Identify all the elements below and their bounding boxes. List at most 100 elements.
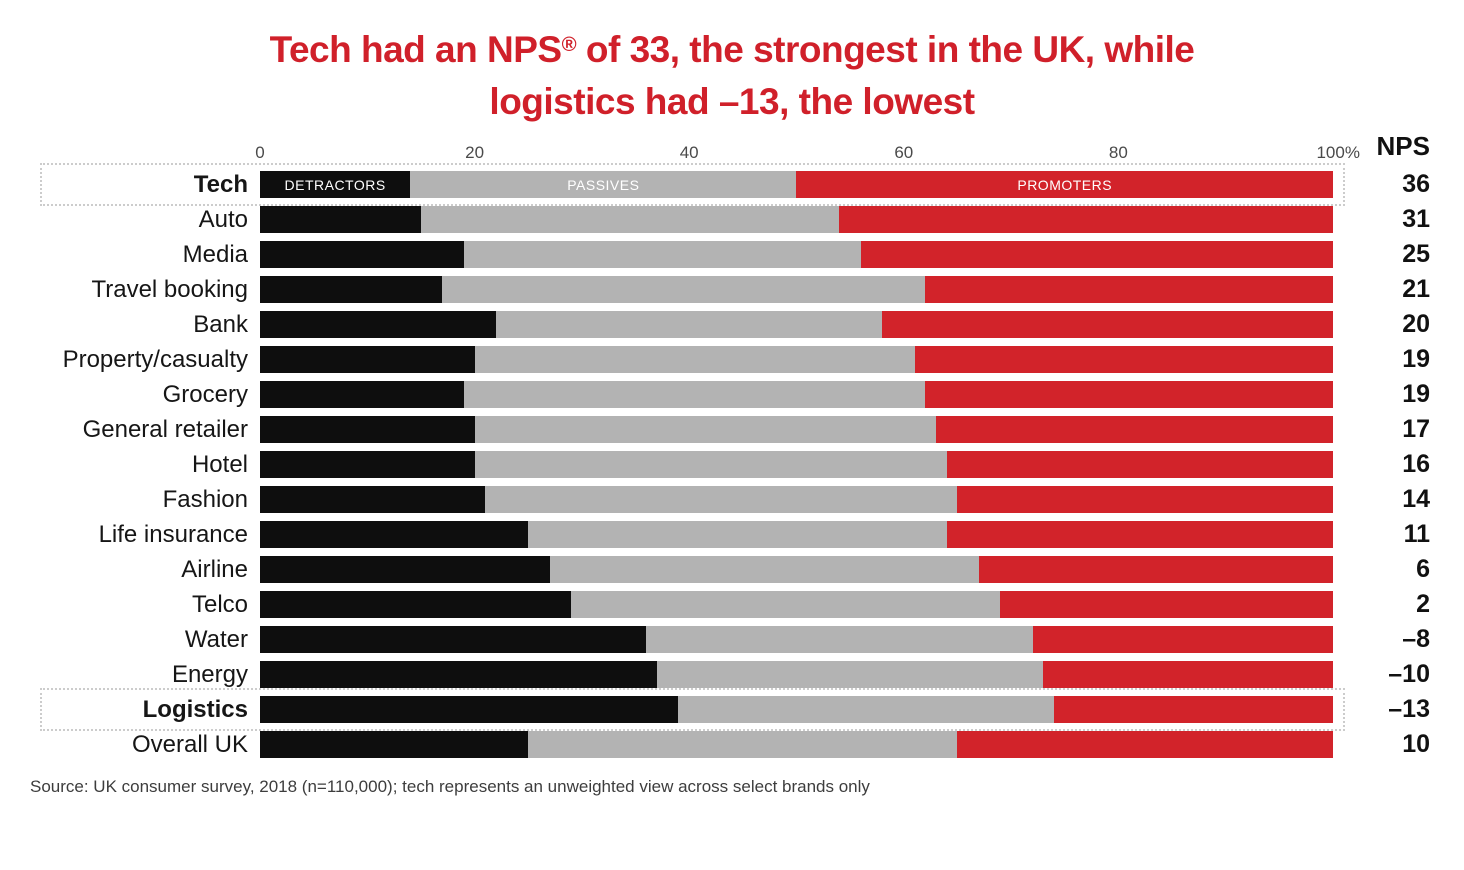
detractors-segment: [260, 696, 679, 723]
chart-row: Airline 6: [0, 552, 1464, 587]
passives-segment: [463, 241, 861, 268]
nps-value: 6: [1416, 555, 1430, 583]
row-label: Overall UK: [131, 730, 248, 758]
row-label: Media: [182, 240, 248, 268]
passives-segment: [496, 311, 883, 338]
promoters-segment: [1043, 661, 1333, 688]
chart-row-main: Media: [0, 237, 1333, 272]
row-label: Water: [184, 625, 248, 653]
nps-value: 14: [1402, 485, 1430, 513]
row-label: Telco: [191, 590, 248, 618]
stacked-bar: [260, 241, 1333, 268]
promoters-segment: [860, 241, 1333, 268]
chart-row: Travel booking 21: [0, 272, 1464, 307]
chart-row-main: Life insurance: [0, 517, 1333, 552]
detractors-segment: [260, 416, 475, 443]
x-axis-tick-label: 100%: [1316, 143, 1360, 162]
passives-segment: [463, 381, 926, 408]
chart-row-main: Tech DETRACTORS PASSIVES PROMOTERS: [0, 163, 1345, 206]
passives-segment: [474, 451, 947, 478]
passives-segment: [474, 346, 915, 373]
stacked-bar: [260, 731, 1333, 758]
stacked-bar: [260, 311, 1333, 338]
passives-legend-label: PASSIVES: [567, 176, 640, 193]
chart-row: Auto 31: [0, 202, 1464, 237]
detractors-segment: [260, 486, 486, 513]
promoters-segment: [946, 451, 1333, 478]
x-axis-tick-label: 40: [679, 143, 699, 162]
nps-chart-slide: Tech had an NPS® of 33, the strongest in…: [0, 27, 1464, 870]
row-label: Auto: [198, 205, 248, 233]
row-label: Life insurance: [98, 520, 248, 548]
row-label: Logistics: [142, 695, 248, 723]
nps-value: 19: [1402, 345, 1430, 373]
detractors-segment: [260, 591, 572, 618]
detractors-segment: [260, 556, 550, 583]
row-label: Fashion: [162, 485, 248, 513]
nps-value: 17: [1402, 415, 1430, 443]
stacked-bar: [260, 591, 1333, 618]
row-label: Grocery: [162, 380, 248, 408]
passives-segment: [442, 276, 926, 303]
chart-row: Overall UK 10: [0, 727, 1464, 762]
promoters-segment: [935, 416, 1333, 443]
chart-row-main: Travel booking: [0, 272, 1333, 307]
detractors-segment: [260, 521, 529, 548]
detractors-segment: [260, 661, 657, 688]
nps-value: –10: [1388, 660, 1430, 688]
chart-row-main: Energy: [0, 657, 1333, 692]
detractors-segment: [260, 346, 475, 373]
chart-row: General retailer 17: [0, 412, 1464, 447]
chart-row: Media 25: [0, 237, 1464, 272]
nps-value: 31: [1402, 205, 1430, 233]
passives-segment: [571, 591, 1001, 618]
nps-value: 36: [1402, 170, 1430, 198]
nps-value: 25: [1402, 240, 1430, 268]
promoters-segment: [978, 556, 1333, 583]
passives-segment: [678, 696, 1055, 723]
chart-row-main: Grocery: [0, 377, 1333, 412]
promoters-segment: [957, 731, 1333, 758]
passives-segment: [528, 521, 947, 548]
chart-row-main: Bank: [0, 307, 1333, 342]
passives-segment: [474, 416, 936, 443]
detractors-segment: [260, 206, 421, 233]
passives-segment: [420, 206, 840, 233]
row-label: Bank: [193, 310, 248, 338]
promoters-segment: [957, 486, 1333, 513]
row-label: Airline: [181, 555, 248, 583]
stacked-bar: [260, 451, 1333, 478]
chart-row-main: Property/casualty: [0, 342, 1333, 377]
detractors-segment: [260, 311, 497, 338]
x-axis-tick-label: 0: [255, 143, 265, 162]
x-axis-spacer: [0, 139, 260, 163]
stacked-bar: [260, 696, 1333, 723]
stacked-bar: [260, 521, 1333, 548]
chart-title-line-2: logistics had –13, the lowest: [489, 81, 975, 122]
passives-segment: [528, 731, 958, 758]
chart-row-main: Telco: [0, 587, 1333, 622]
nps-value: –8: [1402, 625, 1430, 653]
passives-segment: [646, 626, 1033, 653]
x-axis-tick-label: 60: [894, 143, 914, 162]
passives-segment: [485, 486, 958, 513]
detractors-legend-label: DETRACTORS: [284, 176, 386, 193]
chart-row: Energy –10: [0, 657, 1464, 692]
promoters-segment: [882, 311, 1333, 338]
chart-row-main: Airline: [0, 552, 1333, 587]
stacked-bar: [260, 556, 1333, 583]
registered-mark: ®: [561, 33, 577, 56]
promoters-segment: [839, 206, 1333, 233]
detractors-segment: [260, 276, 443, 303]
chart-row: Logistics –13: [0, 688, 1464, 731]
chart-row-main: Hotel: [0, 447, 1333, 482]
chart-row-main: Auto: [0, 202, 1333, 237]
chart-row: Tech DETRACTORS PASSIVES PROMOTERS 36: [0, 163, 1464, 206]
detractors-segment: [260, 626, 647, 653]
row-label: General retailer: [82, 415, 248, 443]
chart-row: Fashion 14: [0, 482, 1464, 517]
x-axis: 0 20 40 60 80 100%: [0, 139, 1464, 163]
nps-value: 21: [1402, 275, 1430, 303]
detractors-segment: [260, 451, 475, 478]
nps-value: –13: [1388, 695, 1430, 723]
